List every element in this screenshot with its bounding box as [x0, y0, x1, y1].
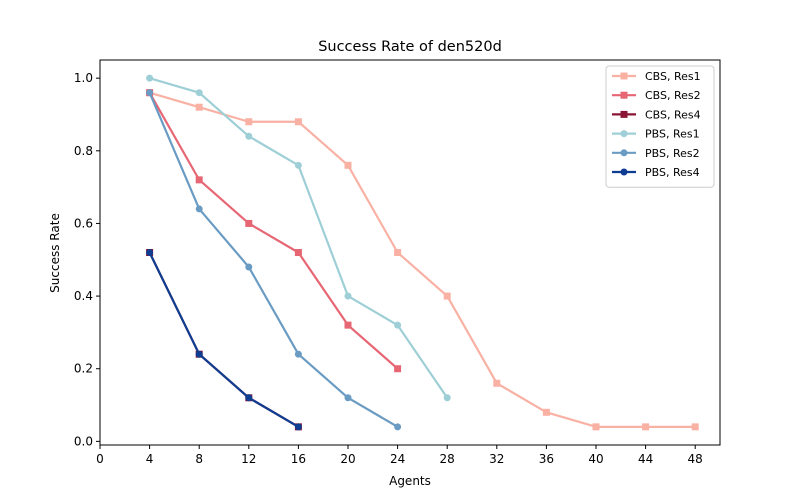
legend-item: PBS, Res4	[612, 166, 700, 179]
data-point-cbs-res1	[195, 103, 203, 111]
x-tick-label: 40	[588, 452, 603, 466]
data-point-cbs-res1	[542, 408, 550, 416]
data-point-cbs-res1	[294, 118, 302, 126]
legend-label: CBS, Res4	[645, 108, 701, 121]
x-tick-label: 24	[390, 452, 405, 466]
data-point-pbs-res4	[146, 249, 154, 256]
x-tick-label: 16	[291, 452, 306, 466]
legend-item: CBS, Res1	[612, 70, 701, 83]
data-point-pbs-res2	[245, 263, 253, 271]
y-tick-label: 0.8	[74, 144, 93, 158]
series-pbs-res1	[146, 74, 451, 402]
data-point-cbs-res1	[691, 423, 699, 431]
data-point-cbs-res1	[642, 423, 650, 431]
legend: CBS, Res1 CBS, Res2 CBS, Res4 PBS, Res1 PBS,…	[605, 65, 715, 188]
legend-marker	[620, 91, 628, 99]
x-tick-label: 44	[638, 452, 653, 466]
data-point-pbs-res2	[195, 205, 203, 213]
data-point-cbs-res2	[394, 365, 402, 373]
data-point-cbs-res2	[294, 249, 302, 256]
x-tick-label: 0	[96, 452, 104, 466]
x-axis-label: Agents	[389, 474, 431, 488]
y-tick-label: 1.0	[74, 71, 93, 85]
series-line-pbs-res4	[148, 252, 299, 428]
series-cbs-res2	[146, 89, 402, 373]
data-point-pbs-res1	[245, 132, 253, 140]
y-axis-label: Success Rate	[48, 213, 62, 293]
legend-marker	[620, 149, 628, 157]
legend-item: CBS, Res2	[612, 89, 701, 102]
series-pbs-res2	[146, 89, 402, 431]
data-point-pbs-res1	[294, 161, 302, 169]
y-tick-label: 0.6	[74, 216, 93, 230]
series-cbs-res4	[146, 249, 302, 431]
data-point-cbs-res1	[344, 161, 352, 169]
legend-item: PBS, Res2	[612, 147, 700, 160]
chart-title: Success Rate of den520d	[318, 39, 502, 55]
series-line-cbs-res2	[148, 92, 399, 370]
series-line-pbs-res2	[148, 92, 399, 428]
legend-marker	[620, 110, 628, 118]
legend-marker	[620, 130, 628, 138]
legend-label: PBS, Res2	[645, 147, 700, 160]
data-point-cbs-res1	[592, 423, 600, 431]
data-point-cbs-res2	[344, 321, 352, 329]
data-point-pbs-res2	[344, 394, 352, 402]
legend-box	[605, 65, 715, 188]
legend-label: PBS, Res1	[645, 128, 700, 141]
y-tick-label: 0.2	[74, 362, 93, 376]
legend-label: PBS, Res4	[645, 166, 700, 179]
legend-marker	[620, 168, 628, 176]
x-tick-label: 28	[440, 452, 455, 466]
x-tick-label: 32	[489, 452, 504, 466]
data-point-pbs-res4	[245, 394, 253, 402]
data-point-pbs-res4	[195, 350, 203, 358]
legend-label: CBS, Res1	[645, 70, 701, 83]
data-point-cbs-res2	[195, 176, 203, 184]
x-tick-label: 36	[539, 452, 554, 466]
series-layer	[146, 74, 699, 431]
data-point-pbs-res1	[344, 292, 352, 300]
x-tick-label: 20	[340, 452, 355, 466]
data-point-pbs-res2	[294, 350, 302, 358]
y-axis-ticks: 0.0 0.2 0.4 0.6 0.8 1.0	[74, 71, 100, 448]
data-point-cbs-res1	[245, 118, 253, 126]
data-point-cbs-res1	[443, 292, 451, 300]
data-point-pbs-res2	[394, 423, 402, 431]
legend-item: PBS, Res1	[612, 128, 700, 141]
x-axis-ticks: 0 4 8 12 16 20 24 28 32 36 40 44 48	[96, 445, 703, 466]
data-point-cbs-res2	[245, 219, 253, 227]
data-point-pbs-res1	[195, 89, 203, 97]
x-tick-label: 48	[688, 452, 703, 466]
y-tick-label: 0.0	[74, 434, 93, 448]
y-tick-label: 0.4	[74, 289, 93, 303]
legend-item: CBS, Res4	[612, 108, 701, 121]
data-point-pbs-res2	[146, 89, 154, 97]
data-point-pbs-res1	[146, 74, 154, 82]
data-point-cbs-res1	[394, 249, 402, 256]
series-pbs-res4	[146, 249, 302, 431]
axes-frame	[99, 59, 721, 446]
data-point-cbs-res1	[493, 379, 501, 387]
data-point-pbs-res1	[394, 321, 402, 329]
series-line-pbs-res1	[149, 77, 449, 399]
x-tick-label: 4	[146, 452, 154, 466]
legend-marker	[620, 72, 628, 80]
data-point-pbs-res1	[443, 394, 451, 402]
data-point-pbs-res4	[294, 423, 302, 431]
series-line-cbs-res1	[149, 91, 696, 428]
x-tick-label: 12	[241, 452, 256, 466]
legend-label: CBS, Res2	[645, 89, 701, 102]
series-line-cbs-res4	[148, 252, 299, 428]
x-tick-label: 8	[195, 452, 203, 466]
